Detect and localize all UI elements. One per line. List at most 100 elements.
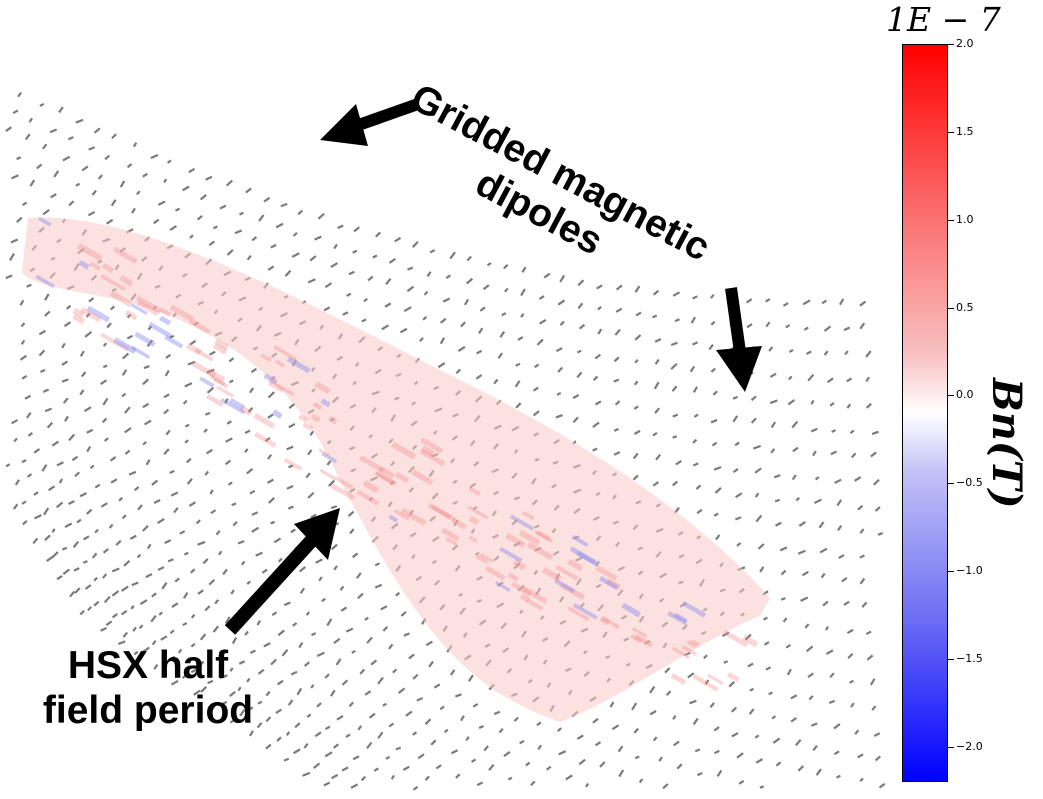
dipole-mark (745, 298, 753, 304)
surface-texture (216, 385, 234, 398)
dipole-mark (224, 616, 231, 624)
surface-texture (419, 448, 446, 467)
surface-texture (328, 416, 338, 425)
dipole-mark (828, 699, 836, 705)
dipole-mark (163, 659, 170, 665)
dipole-mark (692, 717, 699, 726)
dipole-mark (530, 780, 536, 787)
surface-texture (393, 508, 410, 521)
dipole-mark (384, 302, 392, 308)
surface-texture (445, 536, 458, 546)
dipole-mark (197, 540, 206, 546)
dipole-mark (411, 241, 419, 248)
dipole-mark (142, 402, 150, 409)
dipole-mark (296, 687, 303, 696)
dipole-mark (286, 485, 294, 490)
dipole-mark (597, 328, 603, 335)
dipole-mark (419, 337, 424, 343)
dipole-mark (53, 170, 60, 178)
dipole-mark (829, 401, 835, 407)
dipole-mark (219, 674, 228, 680)
dipole-mark (174, 577, 180, 583)
dipole-mark (12, 503, 19, 510)
dipole-mark (91, 552, 98, 559)
dipole-mark (349, 528, 355, 535)
dipole-mark (486, 262, 492, 267)
dipole-mark (865, 402, 872, 409)
dipole-mark (609, 701, 615, 708)
dipole-mark (142, 646, 150, 653)
dipole-mark (247, 407, 254, 413)
dipole-mark (515, 362, 521, 367)
dipole-mark (710, 418, 718, 424)
dipole-mark (65, 304, 72, 310)
dipole-mark (557, 366, 564, 373)
dipole-mark (782, 302, 789, 307)
dipole-mark (122, 352, 130, 360)
dipole-mark (519, 739, 525, 745)
dipole-mark (859, 322, 866, 330)
dipole-mark (859, 300, 867, 307)
dipole-mark (49, 128, 58, 134)
surface-texture (318, 448, 330, 457)
dipole-mark (433, 683, 441, 689)
dipole-mark (654, 337, 662, 343)
arrow-dipoles-left (320, 98, 420, 146)
dipole-mark (865, 630, 872, 636)
surface-texture (206, 368, 226, 383)
dipole-mark (451, 749, 459, 755)
dipole-mark (632, 452, 639, 460)
dipole-mark (859, 554, 865, 559)
dipole-mark (51, 440, 60, 447)
dipole-mark (275, 708, 282, 714)
dipole-mark (439, 337, 446, 345)
dipole-mark (346, 292, 352, 297)
dipole-mark (803, 326, 809, 331)
surface-texture (670, 673, 687, 685)
dipole-mark (576, 349, 582, 354)
dipole-mark (357, 725, 363, 731)
surface-texture (253, 432, 277, 448)
hsx-label-line1: HSX half (67, 644, 229, 687)
dipole-mark (94, 483, 101, 489)
dipole-mark (143, 365, 150, 370)
dipole-mark (218, 550, 223, 556)
dipole-mark (255, 551, 263, 557)
colorbar-tick-mark (948, 571, 954, 573)
dipole-mark (126, 163, 133, 169)
dipole-mark (373, 767, 379, 772)
dipole-mark (521, 266, 527, 273)
dipole-mark (111, 133, 117, 140)
surface-texture (468, 486, 481, 497)
dipole-mark (62, 155, 71, 162)
dipole-mark (455, 773, 461, 779)
dipole-mark (871, 430, 879, 436)
dipole-mark (100, 502, 108, 508)
colorbar-gradient (902, 44, 948, 782)
dipole-mark (244, 630, 249, 636)
dipole-mark (775, 521, 782, 527)
dipole-mark (51, 551, 59, 559)
dipole-mark (437, 362, 446, 369)
dipole-mark (46, 555, 54, 562)
dipole-mark (361, 318, 367, 323)
dipole-mark (403, 306, 412, 313)
surface-texture (667, 610, 688, 626)
colorbar-tick-label: 0.5 (956, 300, 974, 314)
dipole-mark (503, 264, 509, 270)
dipole-mark (665, 690, 672, 697)
dipole-mark (28, 117, 33, 123)
dipole-mark (84, 584, 92, 590)
dipole-mark (654, 407, 660, 414)
dipole-mark (71, 455, 79, 462)
dipole-mark (270, 658, 277, 666)
surface-texture (440, 527, 460, 542)
surface-texture (37, 216, 52, 227)
dipole-mark (158, 611, 163, 616)
dipole-mark (821, 299, 827, 305)
dipole-mark (614, 400, 621, 406)
dipole-mark (808, 695, 814, 701)
dipole-mark (405, 710, 413, 717)
dipole-mark (26, 283, 32, 288)
dipole-mark (163, 393, 170, 399)
